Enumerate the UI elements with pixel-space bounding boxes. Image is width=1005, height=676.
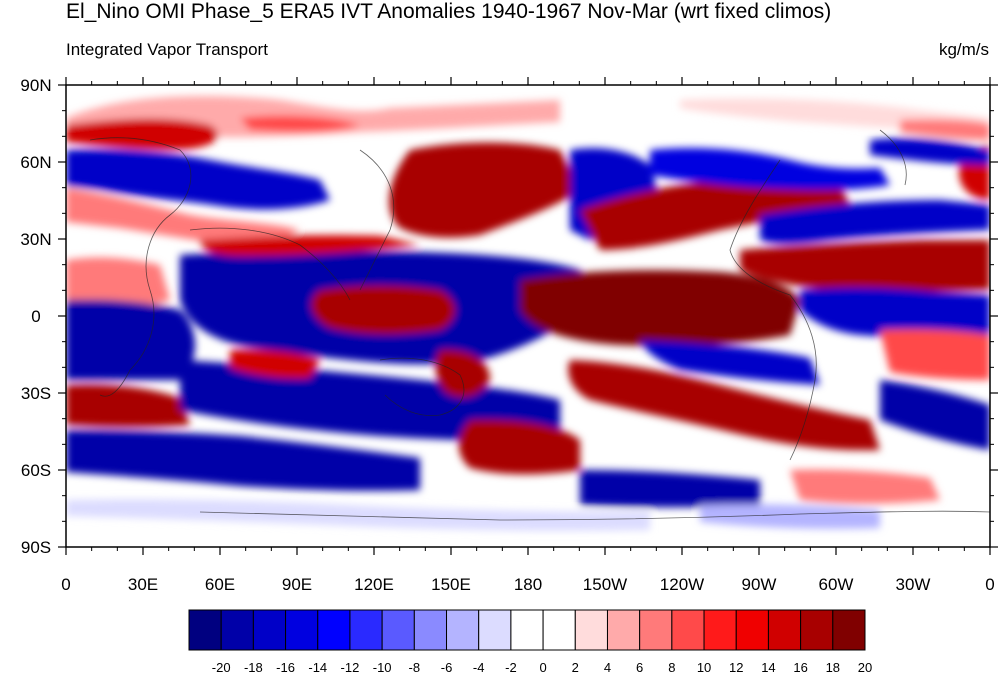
colorbar-label: 8 bbox=[668, 660, 675, 675]
colorbar-box bbox=[252, 609, 287, 651]
colorbar-box bbox=[188, 609, 222, 651]
lat-tick-label: 60N bbox=[20, 153, 51, 172]
latitude-axis: 90N 60N 30N 0 30S 60S 90S bbox=[20, 76, 998, 557]
colorbar-label: -10 bbox=[373, 660, 392, 675]
lat-tick-label: 30S bbox=[21, 384, 51, 403]
lat-tick-label: 0 bbox=[31, 307, 40, 326]
lon-tick-label: 30E bbox=[128, 575, 158, 594]
colorbar-label: -18 bbox=[244, 660, 263, 675]
colorbar-box bbox=[446, 609, 480, 651]
colorbar-box bbox=[381, 609, 415, 651]
colorbar-label: -16 bbox=[276, 660, 295, 675]
colorbar-box bbox=[413, 609, 448, 651]
colorbar-label: -8 bbox=[409, 660, 421, 675]
colorbar-box bbox=[478, 609, 512, 651]
colorbar-box bbox=[285, 609, 319, 651]
colorbar-box bbox=[317, 609, 351, 651]
lat-tick-label: 90N bbox=[20, 76, 51, 95]
lon-tick-label: 150E bbox=[431, 575, 471, 594]
units-subtitle: kg/m/s bbox=[938, 40, 989, 59]
colorbar-box bbox=[542, 609, 576, 651]
lat-tick-label: 60S bbox=[21, 461, 51, 480]
variable-subtitle: Integrated Vapor Transport bbox=[66, 40, 268, 59]
colorbar-label: 10 bbox=[697, 660, 711, 675]
lon-tick-label: 150W bbox=[583, 575, 627, 594]
colorbar-box bbox=[510, 609, 544, 651]
lon-tick-label: 60E bbox=[205, 575, 235, 594]
colorbar-label: 14 bbox=[761, 660, 775, 675]
colorbar-box bbox=[703, 609, 737, 651]
colorbar-label: -12 bbox=[341, 660, 360, 675]
colorbar-box bbox=[606, 609, 641, 651]
lat-tick-label: 30N bbox=[20, 230, 51, 249]
colorbar-label: -20 bbox=[212, 660, 231, 675]
colorbar-label: 2 bbox=[572, 660, 579, 675]
colorbar-label: 6 bbox=[636, 660, 643, 675]
colorbar-box bbox=[767, 609, 802, 651]
colorbar-box bbox=[832, 609, 866, 651]
colorbar-label: -2 bbox=[505, 660, 517, 675]
lon-tick-label: 30W bbox=[896, 575, 931, 594]
longitude-axis: 0 30E 60E 90E 120E 150E 180 150W 120W 90W 60W 30W 0 bbox=[61, 77, 995, 594]
colorbar-label: 16 bbox=[793, 660, 807, 675]
colorbar: -20 -18 -16 -14 -12 -10 -8 -6 -4 -2 0 2 4 6 8 10 12 14 16 1… bbox=[188, 609, 872, 675]
colorbar-label: 4 bbox=[604, 660, 611, 675]
lon-tick-label: 180 bbox=[514, 575, 542, 594]
lon-tick-label: 120E bbox=[354, 575, 394, 594]
colorbar-label: 12 bbox=[729, 660, 743, 675]
colorbar-label: -6 bbox=[441, 660, 453, 675]
colorbar-label: 18 bbox=[826, 660, 840, 675]
colorbar-label: -4 bbox=[473, 660, 485, 675]
colorbar-box bbox=[671, 609, 705, 651]
lon-tick-label: 90E bbox=[282, 575, 312, 594]
lon-tick-label: 0 bbox=[61, 575, 70, 594]
lon-tick-label: 60W bbox=[819, 575, 854, 594]
colorbar-box bbox=[735, 609, 769, 651]
lat-tick-label: 90S bbox=[21, 538, 51, 557]
colorbar-label: 20 bbox=[858, 660, 872, 675]
colorbar-box bbox=[800, 609, 834, 651]
colorbar-label: 0 bbox=[539, 660, 546, 675]
colorbar-box bbox=[639, 609, 673, 651]
colorbar-box bbox=[574, 609, 608, 651]
ivt-anomaly-field bbox=[66, 85, 990, 547]
map-title: El_Nino OMI Phase_5 ERA5 IVT Anomalies 1… bbox=[66, 0, 832, 23]
lon-tick-label: 0 bbox=[985, 575, 994, 594]
colorbar-label: -14 bbox=[308, 660, 327, 675]
lon-tick-label: 90W bbox=[742, 575, 777, 594]
colorbar-box bbox=[349, 609, 383, 651]
lon-tick-label: 120W bbox=[660, 575, 704, 594]
colorbar-box bbox=[220, 609, 254, 651]
